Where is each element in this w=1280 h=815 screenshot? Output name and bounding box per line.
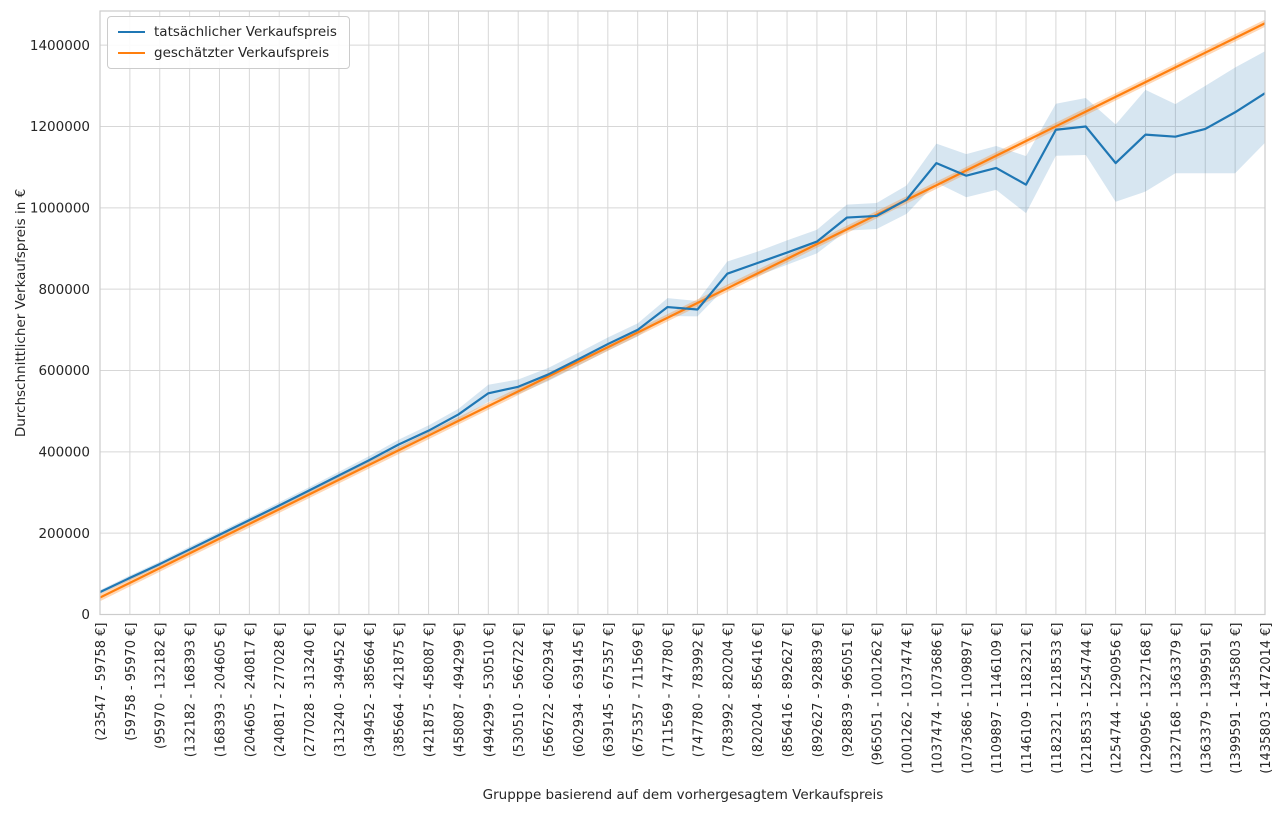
x-tick-label: (59758 - 95970 €] — [124, 623, 139, 741]
x-tick-label: (965051 - 1001262 €] — [871, 623, 886, 766]
legend-item-actual: tatsächlicher Verkaufspreis — [118, 24, 337, 40]
y-tick-label: 400000 — [38, 445, 90, 461]
x-tick-label: (1182321 - 1218533 €] — [1050, 623, 1065, 774]
x-tick-label: (711569 - 747780 €] — [662, 623, 677, 758]
x-tick-label: (820204 - 856416 €] — [751, 623, 766, 758]
x-tick-label: (675357 - 711569 €] — [632, 623, 647, 758]
x-tick-label: (494299 - 530510 €] — [482, 623, 497, 758]
x-tick-label: (23547 - 59758 €] — [94, 623, 109, 741]
actual-line-swatch — [118, 31, 145, 33]
x-tick-label: (1073686 - 1109897 €] — [960, 622, 975, 773]
x-tick-label: (892627 - 928839 €] — [811, 623, 826, 758]
y-tick-label: 1200000 — [30, 119, 90, 135]
actual-confidence-band — [100, 51, 1265, 595]
x-tick-label: (928839 - 965051 €] — [841, 623, 856, 758]
x-tick-label: (349452 - 385664 €] — [363, 623, 378, 758]
x-tick-label: (1037474 - 1073686 €] — [930, 623, 945, 774]
x-tick-label: (856416 - 892627 €] — [781, 623, 796, 758]
x-tick-label: (1218533 - 1254744 €] — [1080, 623, 1095, 774]
x-tick-label: (240817 - 277028 €] — [273, 623, 288, 758]
x-tick-label: (1290956 - 1327168 €] — [1140, 623, 1155, 774]
legend-item-estimated: geschätzter Verkaufspreis — [118, 45, 337, 61]
plot-background — [100, 11, 1265, 615]
x-tick-label: (204605 - 240817 €] — [243, 623, 258, 758]
x-tick-label: (602934 - 639145 €] — [572, 623, 587, 758]
x-tick-label: (1001262 - 1037474 €] — [901, 623, 916, 774]
x-tick-label: (1435803 - 1472014 €] — [1259, 623, 1274, 774]
x-tick-label: (1254744 - 1290956 €] — [1110, 623, 1125, 774]
y-tick-label: 600000 — [38, 363, 90, 379]
x-tick-label: (385664 - 421875 €] — [393, 623, 408, 758]
x-tick-label: (1363379 - 1399591 €] — [1199, 623, 1214, 774]
x-tick-label: (168393 - 204605 €] — [213, 623, 228, 758]
x-tick-label: (277028 - 313240 €] — [303, 623, 318, 758]
y-tick-label: 0 — [81, 607, 90, 623]
legend-label-actual: tatsächlicher Verkaufspreis — [154, 24, 337, 40]
axes-spines — [99, 10, 1266, 616]
x-tick-label: (639145 - 675357 €] — [602, 623, 617, 758]
x-tick-label: (313240 - 349452 €] — [333, 623, 348, 758]
legend: tatsächlicher Verkaufspreis geschätzter … — [107, 16, 350, 69]
y-tick-label: 1400000 — [30, 38, 90, 54]
x-tick-label: (1327168 - 1363379 €] — [1169, 623, 1184, 774]
y-tick-label: 800000 — [38, 282, 90, 298]
x-tick-label: (1109897 - 1146109 €] — [990, 622, 1005, 773]
x-tick-label: (530510 - 566722 €] — [512, 623, 527, 758]
actual-price-line — [99, 92, 1266, 594]
legend-label-estimated: geschätzter Verkaufspreis — [154, 45, 330, 61]
x-tick-label: (1399591 - 1435803 €] — [1229, 623, 1244, 774]
estimated-line-swatch — [118, 52, 145, 54]
x-tick-label: (421875 - 458087 €] — [423, 623, 438, 758]
x-tick-label: (747780 - 783992 €] — [691, 623, 706, 758]
estimated-price-line — [99, 22, 1266, 599]
y-tick-label: 200000 — [38, 526, 90, 542]
x-tick-label: (132182 - 168393 €] — [184, 623, 199, 758]
x-tick-label: (566722 - 602934 €] — [542, 623, 557, 758]
y-axis-title: Durchschnittlicher Verkaufspreis in € — [13, 188, 29, 438]
x-tick-label: (1146109 - 1182321 €] — [1020, 623, 1035, 774]
x-tick-label: (458087 - 494299 €] — [452, 623, 467, 758]
x-tick-label: (95970 - 132182 €] — [154, 623, 169, 749]
y-tick-label: 1000000 — [30, 201, 90, 217]
x-axis-title: Grupppe basierend auf dem vorhergesagtem… — [482, 787, 884, 803]
x-tick-label: (783992 - 820204 €] — [721, 623, 736, 758]
